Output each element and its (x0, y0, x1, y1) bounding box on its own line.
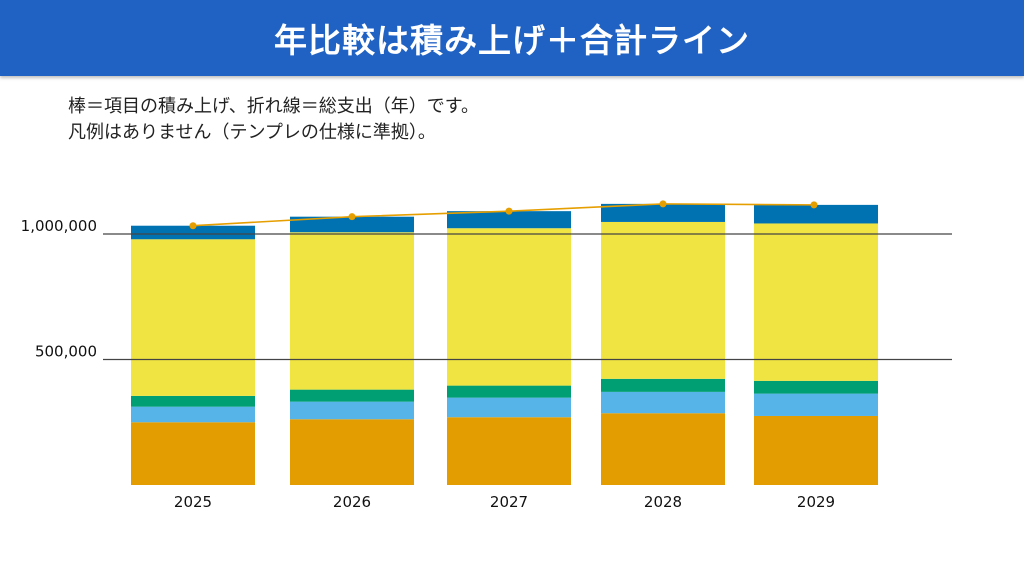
x-tick-label: 2027 (490, 493, 528, 511)
slide-description: 棒＝項目の積み上げ、折れ線＝総支出（年）です。 凡例はありません（テンプレの仕様… (68, 94, 479, 146)
total-point-2027 (505, 207, 513, 215)
bar-segment-2028-0 (601, 413, 725, 485)
bar-segment-2026-3 (290, 232, 414, 390)
bar-segment-2028-1 (601, 391, 725, 414)
bar-segment-2029-1 (754, 393, 878, 416)
total-point-2025 (189, 222, 197, 230)
bar-segment-2027-0 (447, 417, 571, 485)
x-tick-label: 2026 (333, 493, 371, 511)
x-tick-label: 2028 (644, 493, 682, 511)
bar-segment-2028-3 (601, 221, 725, 379)
bar-segment-2029-3 (754, 223, 878, 381)
bar-segment-2026-0 (290, 419, 414, 485)
bar-segment-2029-2 (754, 380, 878, 394)
bar-segment-2027-2 (447, 385, 571, 398)
description-line-2: 凡例はありません（テンプレの仕様に準拠）。 (68, 122, 436, 143)
bar-segment-2025-3 (131, 239, 255, 396)
bar-segment-2026-1 (290, 401, 414, 420)
bar-segment-2027-1 (447, 397, 571, 418)
bar-segment-2027-4 (447, 211, 571, 229)
y-tick-label: 500,000 (35, 343, 97, 361)
y-tick-label: 1,000,000 (21, 217, 97, 235)
title-bar: 年比較は積み上げ＋合計ライン (0, 0, 1024, 76)
bar-segment-2025-1 (131, 406, 255, 423)
slide-title: 年比較は積み上げ＋合計ライン (274, 21, 750, 60)
bar-segment-2029-0 (754, 415, 878, 485)
bar-segment-2028-2 (601, 378, 725, 392)
bar-segment-2026-4 (290, 216, 414, 233)
total-point-2029 (810, 201, 818, 209)
bar-segment-2029-4 (754, 204, 878, 224)
bar-segment-2028-4 (601, 203, 725, 222)
x-tick-label: 2029 (797, 493, 835, 511)
description-line-1: 棒＝項目の積み上げ、折れ線＝総支出（年）です。 (68, 96, 479, 117)
total-point-2028 (659, 200, 667, 208)
bar-segment-2027-3 (447, 228, 571, 386)
total-point-2026 (348, 213, 356, 221)
x-tick-label: 2025 (174, 493, 212, 511)
bar-segment-2026-2 (290, 389, 414, 402)
bar-segment-2025-4 (131, 225, 255, 240)
bar-segment-2025-0 (131, 422, 255, 485)
bar-segment-2025-2 (131, 395, 255, 407)
